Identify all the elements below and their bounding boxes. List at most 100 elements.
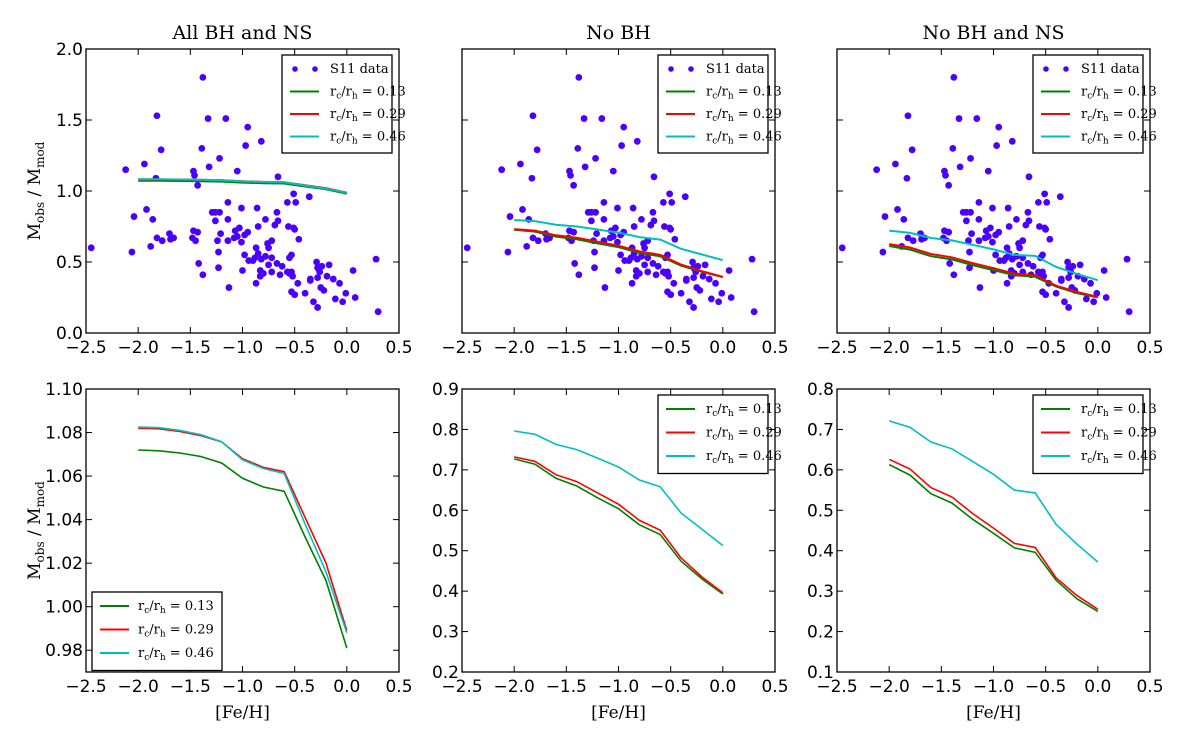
- legend-label: rc/rh = 0.29: [138, 623, 214, 640]
- legend-item: rc/rh = 0.29: [1041, 107, 1157, 124]
- scatter-point: [1125, 308, 1133, 316]
- scatter-point: [214, 237, 221, 245]
- scatter-point: [587, 217, 595, 225]
- scatter-point: [1082, 295, 1090, 303]
- scatter-point: [1102, 294, 1110, 301]
- scatter-point: [529, 234, 537, 242]
- scatter-point: [222, 115, 230, 122]
- scatter-point: [254, 223, 262, 230]
- panel-top-right: No BH and NS −2.5 −2.0 −1.5 −1.0 −0.5 0.0 0.5 S1…: [816, 22, 1163, 358]
- scatter-point: [191, 171, 198, 179]
- x-tick-label: −2.5: [816, 677, 857, 697]
- legend-label: rc/rh = 0.46: [138, 646, 214, 663]
- scatter-point: [238, 238, 245, 246]
- legend-label: rc/rh = 0.46: [1081, 449, 1157, 466]
- x-tick-label: 0.5: [385, 338, 412, 358]
- x-tick-label: 0.0: [709, 677, 736, 697]
- scatter-point: [949, 145, 957, 152]
- scatter-point: [506, 213, 514, 220]
- scatter-point: [955, 115, 963, 122]
- scatter-point: [690, 304, 698, 311]
- x-tick-label: −0.5: [650, 338, 691, 358]
- legend-marker: [688, 66, 694, 72]
- legend-item: rc/rh = 0.13: [1041, 85, 1157, 102]
- scatter-point: [351, 294, 359, 301]
- x-tick-label: −0.5: [1025, 338, 1066, 358]
- legend-label: rc/rh = 0.29: [330, 107, 406, 124]
- scatter-point: [618, 142, 626, 149]
- scatter-point: [372, 255, 380, 263]
- legend-item: rc/rh = 0.13: [666, 402, 782, 419]
- scatter-point: [256, 272, 264, 280]
- scatter-point: [654, 262, 662, 270]
- y-tick-label: 1.00: [45, 598, 83, 618]
- scatter-point: [975, 237, 983, 245]
- scatter-point: [331, 295, 339, 303]
- x-tick-label: −2.0: [869, 677, 910, 697]
- scatter-point: [950, 74, 958, 81]
- scatter-point: [199, 74, 207, 81]
- legend-label: rc/rh = 0.13: [1081, 85, 1157, 102]
- scatter-point: [946, 260, 954, 267]
- scatter-point: [204, 115, 212, 122]
- y-tick-label: 0.7: [807, 420, 834, 440]
- legend-label: S11 data: [706, 62, 765, 77]
- scatter-point: [211, 217, 219, 225]
- scatter-point: [1005, 223, 1013, 230]
- scatter-point: [233, 233, 241, 240]
- scatter-point: [534, 237, 542, 245]
- scatter-point: [339, 298, 347, 306]
- scatter-point: [976, 284, 984, 291]
- scatter-point: [570, 181, 578, 189]
- y-tick-label: 0.5: [807, 501, 834, 521]
- scatter-point: [600, 216, 608, 223]
- legend-marker: [1043, 66, 1049, 72]
- x-tick-label: 0.5: [385, 677, 412, 697]
- scatter-point: [659, 198, 667, 206]
- scatter-point: [1043, 198, 1051, 206]
- scatter-point: [600, 198, 608, 206]
- legend-label: rc/rh = 0.46: [1081, 130, 1157, 147]
- y-tick-label: 1.04: [45, 511, 83, 531]
- scatter-point: [1022, 221, 1030, 229]
- legend-item: rc/rh = 0.46: [666, 130, 782, 147]
- x-tick-label: −1.0: [973, 338, 1014, 358]
- series-line-0-13: [514, 458, 724, 595]
- y-tick-label: 1.02: [45, 554, 83, 574]
- x-tick-label: 0.5: [1136, 677, 1163, 697]
- scatter-point: [838, 244, 846, 252]
- scatter-point: [239, 267, 246, 274]
- scatter-point: [216, 154, 223, 162]
- legend-label: rc/rh = 0.13: [706, 85, 782, 102]
- legend-item: rc/rh = 0.13: [1041, 402, 1157, 419]
- legend-item: rc/rh = 0.29: [666, 426, 782, 443]
- scatter-point: [292, 198, 300, 206]
- scatter-point: [591, 248, 598, 256]
- scatter-point: [992, 251, 999, 259]
- scatter-point: [205, 163, 213, 171]
- x-tick-label: −1.5: [921, 677, 962, 697]
- legend-item: rc/rh = 0.29: [100, 623, 214, 640]
- scatter-point: [671, 235, 679, 243]
- scatter-point: [342, 289, 350, 297]
- scatter-point: [294, 279, 302, 287]
- y-tick-label: 1.0: [56, 182, 83, 202]
- scatter-point: [273, 260, 281, 267]
- legend-label: rc/rh = 0.29: [1081, 107, 1157, 124]
- scatter-point: [1061, 298, 1068, 306]
- scatter-point: [252, 244, 260, 252]
- scatter-point: [975, 198, 983, 206]
- scatter-point: [699, 272, 707, 280]
- legend: S11 data rc/rh = 0.13 rc/rh = 0.29 rc/rh = …: [657, 54, 782, 154]
- scatter-point: [1046, 235, 1054, 243]
- scatter-point: [682, 275, 690, 283]
- legend-label: rc/rh = 0.46: [706, 130, 782, 147]
- x-tick-label: 0.0: [333, 338, 360, 358]
- series-line-0-46: [514, 219, 724, 262]
- scatter-point: [993, 142, 1001, 149]
- series-line-0-29: [514, 456, 724, 594]
- scatter-point: [528, 174, 536, 182]
- scatter-point: [244, 123, 252, 131]
- legend-item: rc/rh = 0.46: [666, 449, 782, 466]
- scatter-point: [310, 298, 317, 306]
